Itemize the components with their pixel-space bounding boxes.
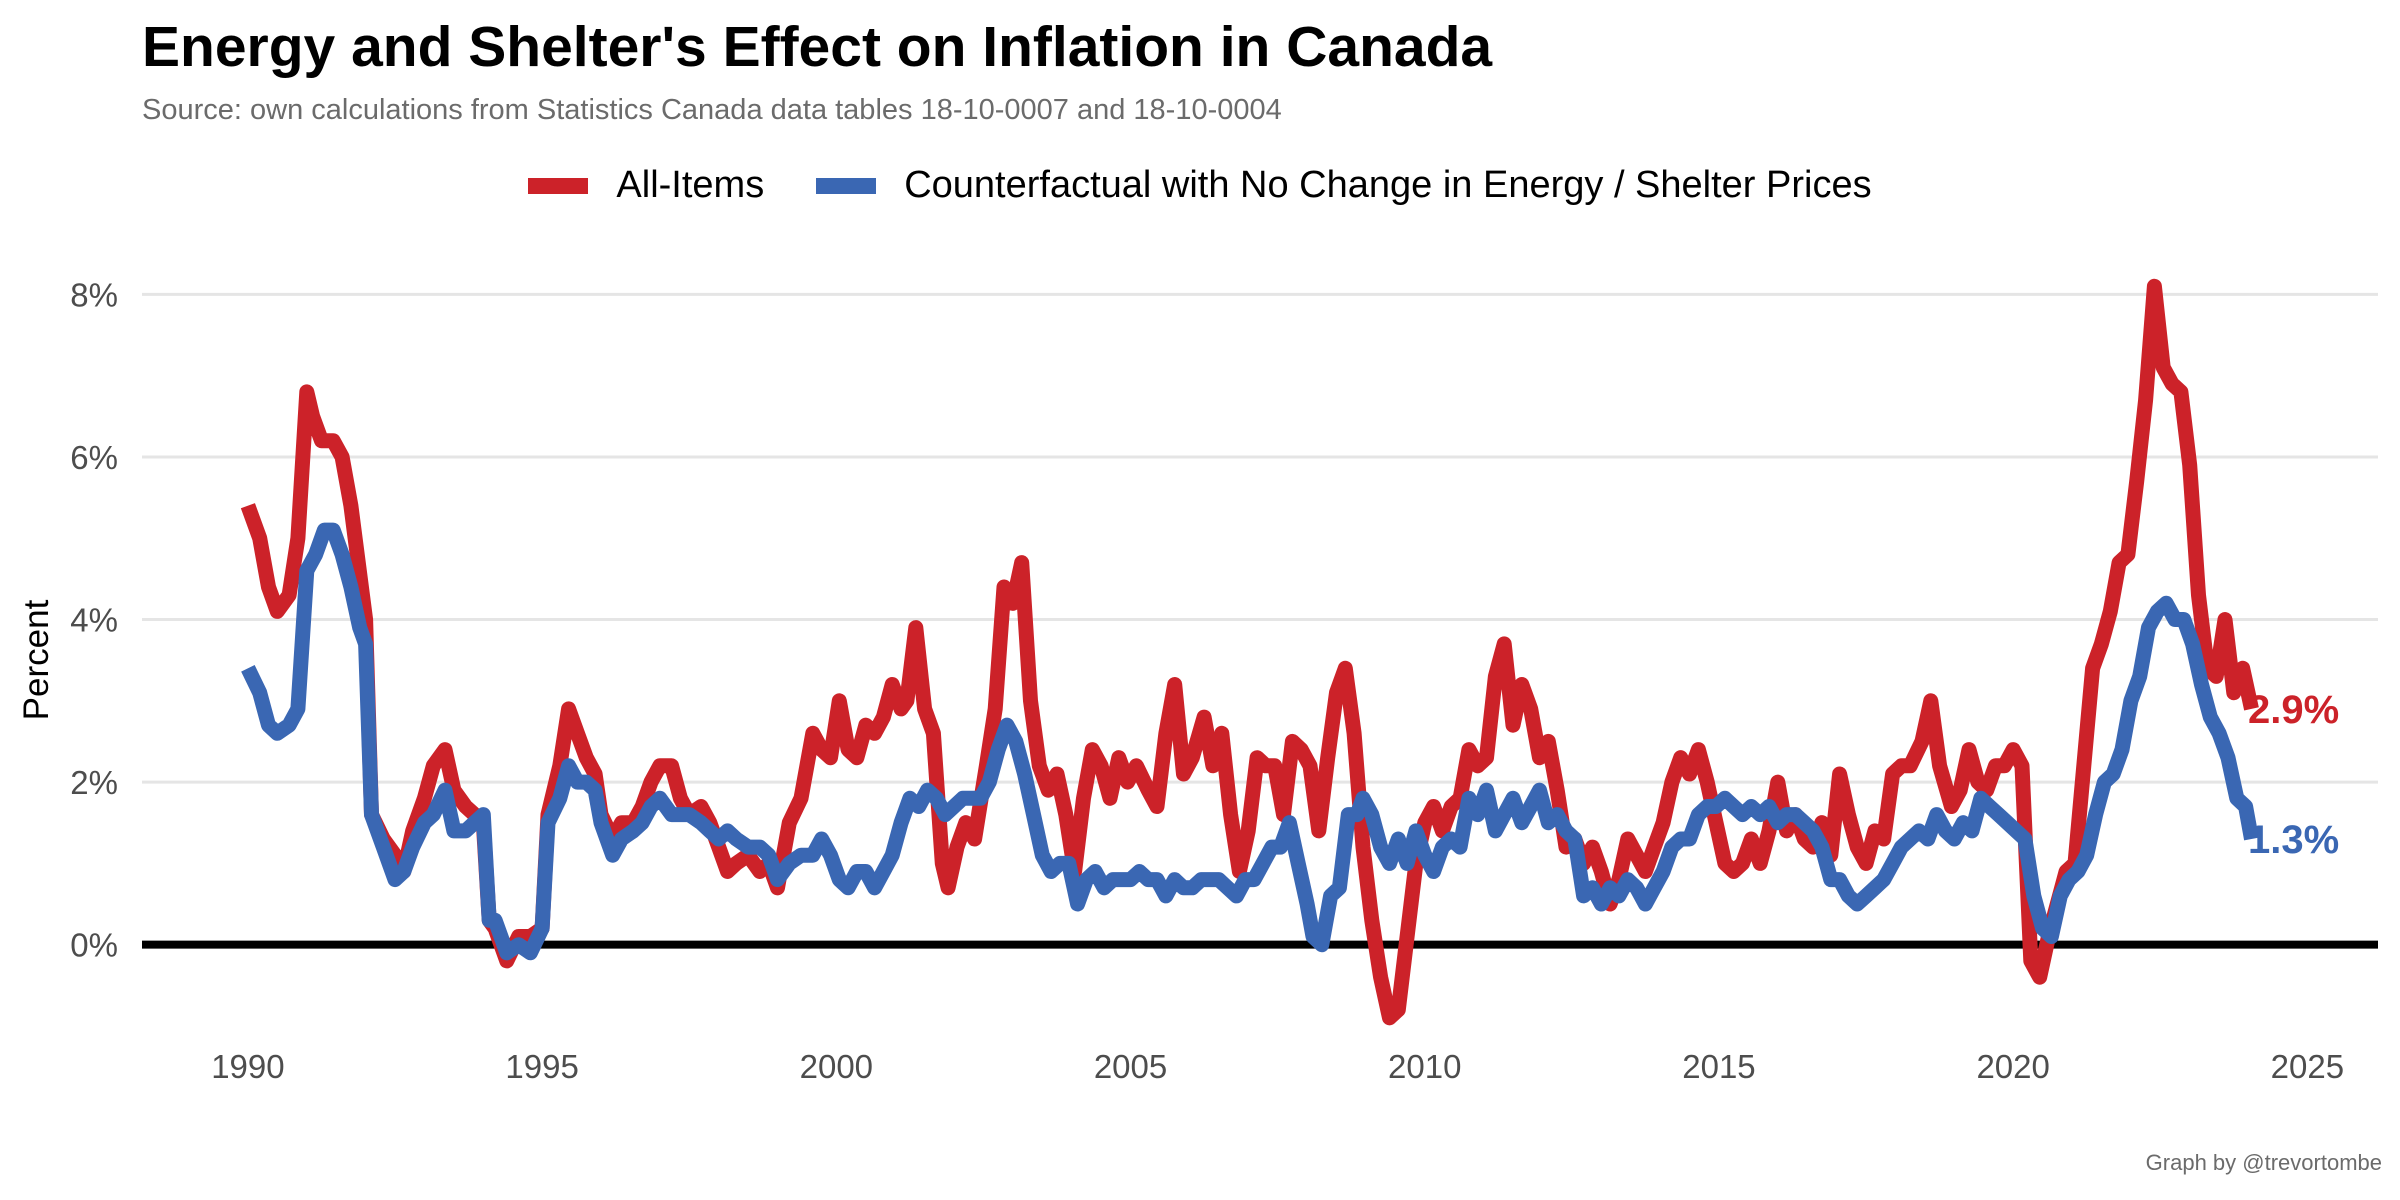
chart-subtitle: Source: own calculations from Statistics… xyxy=(142,94,1282,126)
legend-item-counterfactual[interactable]: Counterfactual with No Change in Energy … xyxy=(816,164,1872,207)
x-tick-label: 1990 xyxy=(211,1048,284,1085)
y-tick-label: 4% xyxy=(70,602,118,639)
counterfactual-end-label: 1.3% xyxy=(2248,818,2339,862)
all-items-end-label: 2.9% xyxy=(2248,688,2339,732)
legend: All-Items Counterfactual with No Change … xyxy=(0,164,2400,207)
series xyxy=(240,278,2259,1026)
counterfactual-line xyxy=(241,522,2259,961)
legend-label-counterfactual: Counterfactual with No Change in Energy … xyxy=(904,164,1872,206)
y-tick-label: 0% xyxy=(70,927,118,964)
axes: 0% 2% 4% 6% 8% 1990 1995 2000 2005 2010 2015 2020 20… xyxy=(17,276,2378,1085)
legend-swatch-counterfactual xyxy=(816,177,877,194)
caption: Graph by @trevortombe xyxy=(2145,1150,2382,1175)
end-labels: 2.9% 1.3% xyxy=(2248,688,2339,862)
legend-label-all-items: All-Items xyxy=(616,164,765,206)
y-tick-label: 8% xyxy=(70,276,118,313)
x-tick-label: 2005 xyxy=(1094,1048,1167,1085)
y-tick-label: 2% xyxy=(70,764,118,801)
x-tick-label: 2025 xyxy=(2271,1048,2344,1085)
x-tick-label: 2020 xyxy=(1976,1048,2049,1085)
x-tick-label: 2010 xyxy=(1388,1048,1461,1085)
y-tick-label: 6% xyxy=(70,439,118,476)
chart-title: Energy and Shelter's Effect on Inflation… xyxy=(142,15,1493,79)
legend-swatch-all-items xyxy=(528,177,589,194)
x-tick-label: 1995 xyxy=(505,1048,578,1085)
x-tick-label: 2015 xyxy=(1682,1048,1755,1085)
legend-item-all-items[interactable]: All-Items xyxy=(528,164,764,207)
gridlines xyxy=(142,292,2378,784)
x-tick-label: 2000 xyxy=(800,1048,873,1085)
y-axis-label: Percent xyxy=(17,599,56,720)
